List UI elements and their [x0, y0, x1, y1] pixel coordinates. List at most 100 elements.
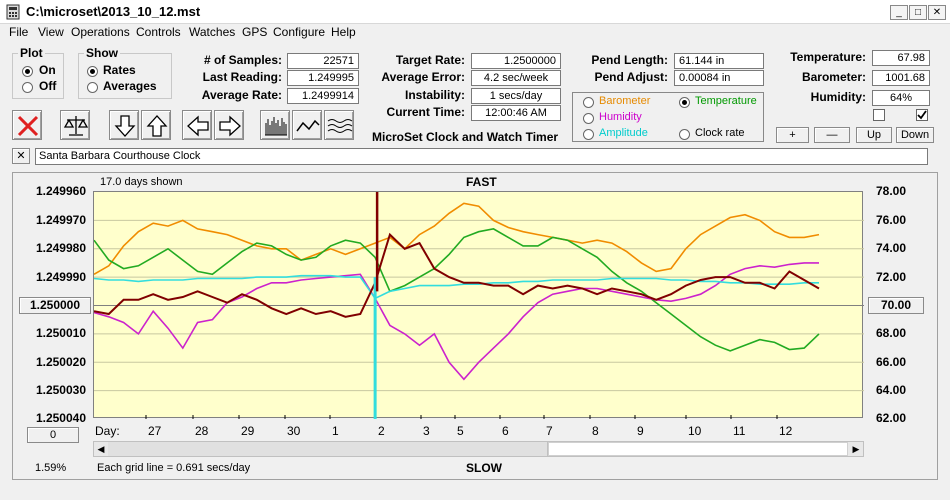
average-error-field: 4.2 sec/week — [471, 70, 561, 86]
plot-off-radio[interactable] — [22, 82, 33, 93]
y-right-tick: 78.00 — [876, 184, 907, 198]
scroll-right-arrow-icon[interactable]: ▶ — [852, 444, 860, 454]
menu-watches[interactable]: Watches — [189, 25, 236, 39]
line-wave-icon — [296, 119, 320, 132]
average-rate-label: Average Rate: — [201, 88, 282, 102]
arrow-down-icon — [114, 115, 136, 137]
bar-graph-button[interactable] — [260, 110, 290, 140]
sensor-temperature-label: Temperature — [695, 95, 757, 107]
scrollbar-thumb[interactable] — [548, 442, 848, 456]
sensor-temperature-radio[interactable] — [679, 97, 690, 108]
day-label: Day: — [95, 424, 120, 438]
plot-on-label: On — [39, 63, 56, 77]
pend-adjust-label: Pend Adjust: — [594, 70, 668, 84]
arrow-up-icon — [146, 115, 168, 137]
current-time-field: 12:00:46 AM — [471, 105, 561, 121]
y-left-tick: 1.250040 — [35, 411, 86, 425]
move-down-button[interactable] — [109, 110, 139, 140]
scrollbar-track[interactable] — [108, 442, 548, 456]
temperature-label: Temperature: — [790, 50, 866, 64]
sensor-barometer-radio[interactable] — [583, 97, 594, 108]
close-button[interactable]: ✕ — [928, 5, 946, 20]
sensor-humidity-radio[interactable] — [583, 113, 594, 124]
slow-label: SLOW — [466, 461, 502, 475]
app-caption: MicroSet Clock and Watch Timer — [372, 130, 559, 144]
show-group — [78, 53, 172, 99]
move-up-button[interactable] — [141, 110, 171, 140]
show-averages-label: Averages — [103, 79, 157, 93]
center-sensor-button[interactable]: 70.00 — [868, 297, 924, 314]
series-clock-rate — [94, 232, 820, 318]
menu-gps[interactable]: GPS — [242, 25, 268, 39]
temperature-field: 67.98 — [872, 50, 930, 66]
target-rate-field[interactable]: 1.2500000 — [471, 53, 561, 69]
samples-field: 22571 — [287, 53, 359, 69]
show-averages-radio[interactable] — [87, 82, 98, 93]
menu-view[interactable]: View — [38, 25, 64, 39]
x-tick-label: 7 — [546, 424, 553, 438]
y-left-tick: 1.250010 — [35, 326, 86, 340]
menu-help[interactable]: Help — [331, 25, 356, 39]
maximize-button[interactable]: □ — [909, 5, 927, 20]
scale-minus-button[interactable]: — — [814, 127, 850, 143]
grid-note: Each grid line = 0.691 secs/day — [97, 462, 251, 474]
y-right-tick: 64.00 — [876, 383, 907, 397]
pend-length-label: Pend Length: — [591, 53, 668, 67]
x-tick-label: 10 — [688, 424, 702, 438]
y-right-tick: 72.00 — [876, 270, 907, 284]
scroll-left-button[interactable] — [182, 110, 212, 140]
humidity-field: 64% — [872, 90, 930, 106]
sensor-amplitude-radio[interactable] — [583, 129, 594, 140]
plot-on-radio[interactable] — [22, 66, 33, 77]
minimize-button[interactable]: _ — [890, 5, 908, 20]
scroll-left-arrow-icon[interactable]: ◀ — [97, 444, 105, 454]
menu-bar: File View Operations Controls Watches GP… — [0, 24, 950, 42]
option-checkbox-2[interactable] — [916, 109, 928, 121]
fast-label: FAST — [466, 175, 497, 189]
y-right-tick: 62.00 — [876, 411, 907, 425]
sensor-clock-rate-radio[interactable] — [679, 129, 690, 140]
menu-controls[interactable]: Controls — [136, 25, 181, 39]
current-time-label: Current Time: — [386, 105, 465, 119]
x-tick-label: 1 — [332, 424, 339, 438]
scale-down-button[interactable]: Down — [896, 127, 934, 143]
x-tick-label: 30 — [287, 424, 301, 438]
sensor-select-box — [572, 92, 764, 142]
show-rates-radio[interactable] — [87, 66, 98, 77]
y-right-tick: 66.00 — [876, 355, 907, 369]
x-tick-label: 2 — [378, 424, 385, 438]
clear-button[interactable] — [12, 110, 42, 140]
zero-button[interactable]: 0 — [27, 427, 79, 443]
line-graph-button[interactable] — [292, 110, 322, 140]
clock-name-input[interactable]: Santa Barbara Courthouse Clock — [35, 148, 928, 165]
center-rate-button[interactable]: 1.250000 — [19, 297, 91, 314]
last-reading-field: 1.249995 — [287, 70, 359, 86]
menu-file[interactable]: File — [9, 25, 29, 39]
app-icon — [6, 4, 20, 20]
balance-button[interactable] — [60, 110, 90, 140]
menu-configure[interactable]: Configure — [273, 25, 326, 39]
title-bar: C:\microset\2013_10_12.mst _ □ ✕ — [0, 0, 950, 24]
menu-operations[interactable]: Operations — [71, 25, 130, 39]
clear-clock-name-button[interactable]: ✕ — [12, 148, 30, 164]
x-tick-label: 8 — [592, 424, 599, 438]
average-rate-field: 1.2499914 — [287, 88, 359, 104]
plot-group-title: Plot — [18, 46, 45, 60]
scroll-right-button[interactable] — [214, 110, 244, 140]
option-checkbox-1[interactable] — [873, 109, 885, 121]
x-tick-label: 28 — [195, 424, 209, 438]
barometer-field: 1001.68 — [872, 70, 930, 86]
sensor-clock-rate-label: Clock rate — [695, 127, 745, 139]
humidity-label: Humidity: — [810, 90, 866, 104]
scale-up-button[interactable]: Up — [856, 127, 892, 143]
days-shown-label: 17.0 days shown — [100, 176, 183, 188]
sensor-humidity-label: Humidity — [599, 111, 642, 123]
y-left-tick: 1.250030 — [35, 383, 86, 397]
instability-field: 1 secs/day — [471, 88, 561, 104]
show-group-title: Show — [84, 46, 120, 60]
clear-x-icon — [17, 115, 39, 137]
pend-length-field[interactable]: 61.144 in — [674, 53, 764, 69]
plot-area[interactable] — [93, 191, 864, 419]
multi-graph-button[interactable] — [324, 110, 354, 140]
scale-plus-button[interactable]: + — [776, 127, 809, 143]
